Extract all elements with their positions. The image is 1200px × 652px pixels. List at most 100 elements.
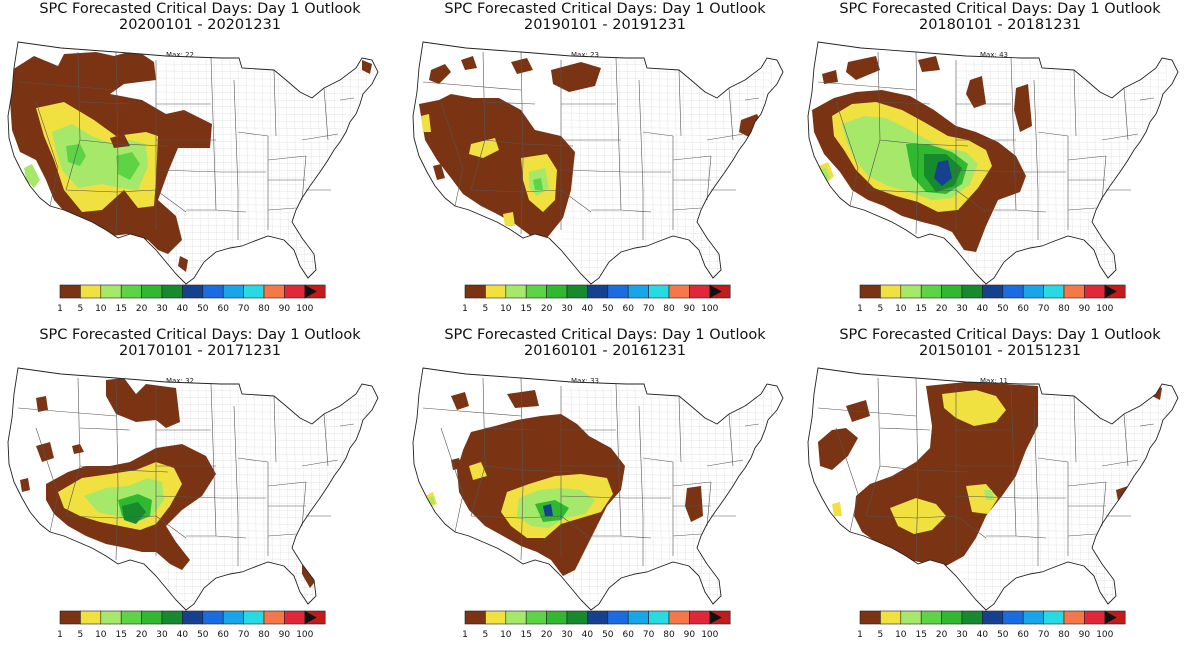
- colorbar-tick-label: 60: [622, 304, 634, 314]
- colorbar-swatch: [100, 284, 122, 299]
- colorbar-swatch: [120, 284, 142, 299]
- colorbar-tick-label: 90: [684, 304, 696, 314]
- colorbar-tick-label: 40: [582, 304, 594, 314]
- colorbar-swatch: [464, 610, 486, 625]
- max-label: Max: 32: [166, 377, 194, 385]
- colorbar-swatch: [161, 610, 183, 625]
- colorbar-swatch: [668, 284, 690, 299]
- panel-period: 20200101 - 20201231: [118, 17, 282, 33]
- colorbar-swatch: [222, 284, 244, 299]
- colorbar-tick-label: 30: [561, 304, 573, 314]
- colorbar-tick-label: 80: [663, 304, 675, 314]
- colorbar-tick-label: 20: [136, 630, 148, 640]
- critical-days-region: [551, 62, 601, 92]
- colorbar-tick-label: 5: [483, 630, 489, 640]
- colorbar-swatch: [859, 610, 881, 625]
- state-boundaries: [422, 51, 760, 240]
- state-boundaries: [17, 377, 355, 566]
- colorbar-tick-label: 60: [217, 304, 229, 314]
- panel-title: SPC Forecasted Critical Days: Day 1 Outl…: [39, 1, 361, 17]
- critical-days-region: [966, 76, 986, 108]
- colorbar-swatch: [505, 284, 527, 299]
- colorbar: 1 5 10 15 20 30 40 50 60 70 80 90 100: [462, 610, 731, 640]
- colorbar-swatch: [464, 284, 486, 299]
- critical-days-region: [984, 490, 994, 500]
- colorbar-tick-label: 1: [57, 304, 63, 314]
- colorbar-tick-label: 20: [541, 304, 553, 314]
- panel-title: SPC Forecasted Critical Days: Day 1 Outl…: [444, 327, 766, 343]
- colorbar-swatch: [941, 610, 963, 625]
- colorbar-swatch: [546, 284, 568, 299]
- colorbar-tick-label: 15: [520, 630, 531, 640]
- colorbar-tick-label: 100: [296, 630, 313, 640]
- colorbar-tick-label: 1: [857, 630, 863, 640]
- panel-period: 20190101 - 20191231: [523, 17, 687, 33]
- colorbar-swatch: [627, 610, 649, 625]
- colorbar-tick-label: 100: [701, 630, 718, 640]
- critical-days-region: [1014, 84, 1032, 132]
- max-label: Max: 11: [980, 377, 1008, 385]
- map-panel-2020: SPC Forecasted Critical Days: Day 1 Outl…: [0, 0, 400, 326]
- colorbar-tick-label: 90: [279, 630, 291, 640]
- colorbar-swatch: [587, 284, 609, 299]
- colorbar-swatch: [1084, 610, 1106, 625]
- colorbar-swatch: [525, 610, 547, 625]
- colorbar-tick-label: 80: [663, 630, 675, 640]
- colorbar-tick-label: 50: [997, 304, 1009, 314]
- critical-days-region: [918, 56, 940, 72]
- colorbar-tick-label: 1: [57, 630, 63, 640]
- colorbar-swatch: [525, 284, 547, 299]
- panel-title: SPC Forecasted Critical Days: Day 1 Outl…: [444, 1, 766, 17]
- critical-days-region: [362, 60, 372, 74]
- colorbar-tick-label: 50: [197, 630, 209, 640]
- max-label: Max: 23: [571, 51, 599, 59]
- colorbar-tick-label: 30: [561, 630, 573, 640]
- colorbar-tick-label: 20: [136, 304, 148, 314]
- colorbar-swatch: [243, 610, 265, 625]
- critical-days-region: [934, 160, 952, 186]
- colorbar-swatch: [587, 610, 609, 625]
- colorbar-extend-arrow: [709, 611, 722, 624]
- panel-period: 20180101 - 20181231: [918, 17, 1082, 33]
- colorbar-tick-label: 50: [997, 630, 1009, 640]
- colorbar-tick-label: 30: [156, 630, 168, 640]
- critical-days-region: [822, 70, 838, 84]
- colorbar-swatch: [59, 284, 81, 299]
- us-map: [807, 367, 1179, 611]
- colorbar-swatch: [1002, 610, 1024, 625]
- colorbar-swatch: [202, 610, 224, 625]
- colorbar-swatch: [120, 610, 142, 625]
- colorbar-tick-label: 20: [541, 630, 553, 640]
- critical-days-region: [36, 396, 48, 412]
- critical-days-region: [18, 512, 34, 530]
- colorbar-tick-label: 40: [177, 304, 189, 314]
- colorbar-tick-label: 1: [462, 630, 468, 640]
- colorbar-swatch: [505, 610, 527, 625]
- colorbar-swatch: [80, 610, 102, 625]
- colorbar-tick-label: 20: [936, 630, 948, 640]
- colorbar-swatch: [80, 284, 102, 299]
- us-map: [412, 41, 784, 285]
- colorbar-swatch: [100, 610, 122, 625]
- colorbar-swatch: [668, 610, 690, 625]
- colorbar-tick-label: 15: [915, 304, 926, 314]
- colorbar-swatch: [161, 284, 183, 299]
- critical-days-region: [1116, 486, 1132, 512]
- panel-period: 20150101 - 20151231: [918, 343, 1082, 359]
- colorbar-tick-label: 60: [1017, 630, 1029, 640]
- colorbar-tick-label: 10: [95, 630, 107, 640]
- critical-days-region: [433, 164, 445, 180]
- colorbar-swatch: [859, 284, 881, 299]
- colorbar-swatch: [243, 284, 265, 299]
- colorbar-tick-label: 20: [936, 304, 948, 314]
- colorbar-swatch: [485, 610, 507, 625]
- colorbar-swatch: [920, 610, 942, 625]
- colorbar-swatch: [222, 610, 244, 625]
- critical-days-region: [429, 64, 451, 84]
- max-label: Max: 43: [980, 51, 1008, 59]
- critical-days-region: [461, 56, 477, 70]
- colorbar-tick-label: 10: [500, 304, 512, 314]
- colorbar: 1 5 10 15 20 30 40 50 60 70 80 90 100: [57, 284, 326, 314]
- colorbar-swatch: [141, 610, 163, 625]
- critical-days-region: [22, 518, 30, 528]
